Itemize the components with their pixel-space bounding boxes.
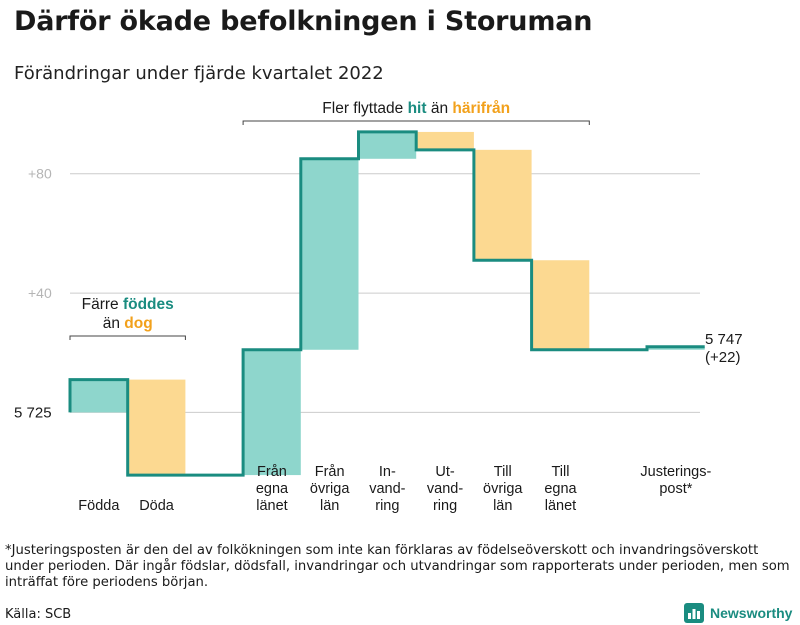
bar-5 [358,131,417,159]
category-label-10-1: post* [659,481,692,497]
category-label-7-2: län [493,498,512,514]
category-label-5-1: vand- [369,481,405,497]
category-label-3-1: egna [256,481,289,497]
category-label-5-2: ring [375,498,399,514]
newsworthy-logo[interactable]: Newsworthy [684,603,792,623]
category-label-4-2: län [320,498,339,514]
category-label-7-1: övriga [483,481,523,497]
bar-0 [70,379,128,413]
bar-6 [416,131,474,150]
category-label-3-2: länet [256,498,287,514]
category-label-3-0: Från [257,464,287,480]
annotation-text-migration-0: Fler flyttade hit än härifrån [322,100,510,117]
bar-8 [531,260,590,350]
brand-name: Newsworthy [710,605,793,621]
footnote: *Justeringsposten är den del av folkökni… [5,543,790,590]
annotation-text-births-deaths-0: Färre föddes [82,296,174,313]
annotation-segment-migration-0-1: hit [408,100,427,117]
category-label-0-0: Födda [78,498,120,514]
cumulative-step-line [68,130,705,477]
bar-3 [243,349,301,476]
annotation-segment-migration-0-3: härifrån [452,100,510,117]
category-label-1-0: Döda [139,498,175,514]
category-label-8-2: länet [545,498,576,514]
bar-7 [473,149,532,261]
category-label-4-1: övriga [310,481,350,497]
y-tick-label-1: +40 [28,285,52,301]
category-label-8-1: egna [544,481,577,497]
bar-chart-icon [684,603,704,623]
annotation-segment-births-deaths-1-1: dog [124,315,152,332]
annotation-segment-births-deaths-0-0: Färre [82,296,123,313]
annotation-segment-migration-0-0: Fler flyttade [322,100,407,117]
end-change-label: (+22) [705,349,740,366]
category-label-10-0: Justerings- [640,464,711,480]
bar-4 [300,158,359,350]
category-label-6-0: Ut- [435,464,455,480]
category-label-6-1: vand- [427,481,463,497]
annotation-segment-births-deaths-1-0: än [103,315,125,332]
start-value-label: 5 725 [14,404,52,421]
source-label: Källa: SCB [5,607,72,622]
category-label-6-2: ring [433,498,457,514]
y-tick-label-2: +80 [28,166,52,182]
category-label-7-0: Till [494,464,512,480]
annotation-bracket-migration [242,120,590,125]
annotation-segment-births-deaths-0-1: föddes [123,296,174,313]
chart-subtitle: Förändringar under fjärde kvartalet 2022 [14,63,384,84]
category-label-4-0: Från [315,464,345,480]
category-label-5-0: In- [379,464,396,480]
end-value-label: 5 747 [705,331,743,348]
chart-title: Därför ökade befolkningen i Storuman [14,6,593,37]
category-label-8-0: Till [551,464,569,480]
annotation-text-births-deaths-1: än dog [103,315,153,332]
annotation-segment-migration-0-2: än [427,100,453,117]
bar-1 [127,379,186,476]
annotation-bracket-births-deaths [69,335,186,340]
